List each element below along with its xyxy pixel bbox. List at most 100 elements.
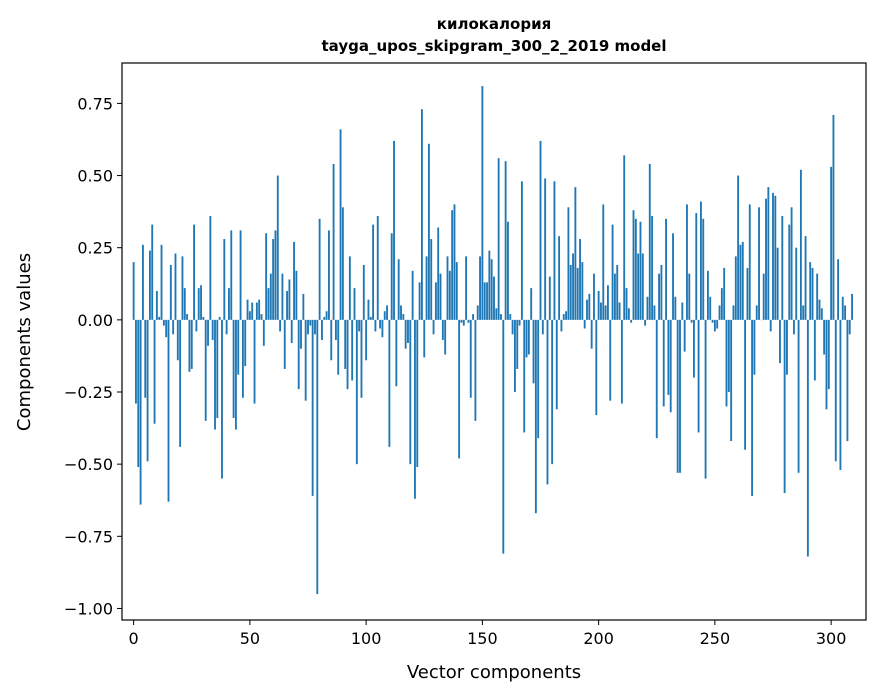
bar	[523, 320, 525, 433]
bar	[328, 230, 330, 319]
bar	[305, 320, 307, 401]
bar	[458, 320, 460, 459]
bar	[684, 320, 686, 352]
bar	[426, 256, 428, 319]
bar	[430, 239, 432, 320]
bar	[286, 291, 288, 320]
bars-group	[133, 86, 853, 594]
bar	[223, 239, 225, 320]
bar	[777, 248, 779, 320]
bar	[144, 320, 146, 398]
y-tick-label: 0.00	[77, 311, 113, 330]
bar	[140, 320, 142, 505]
bar	[184, 288, 186, 320]
bar	[374, 320, 376, 332]
bar	[716, 320, 718, 329]
x-tick-label: 150	[467, 629, 498, 648]
bar	[584, 320, 586, 329]
bar	[451, 210, 453, 320]
bar	[593, 274, 595, 320]
bar	[454, 204, 456, 319]
x-axis-label: Vector components	[407, 662, 581, 683]
bar	[621, 320, 623, 404]
bar	[793, 320, 795, 334]
bar	[607, 285, 609, 320]
bar	[560, 320, 562, 332]
bar	[746, 268, 748, 320]
bar	[663, 320, 665, 407]
bar	[588, 294, 590, 320]
bar	[586, 300, 588, 320]
x-tick-label: 50	[240, 629, 260, 648]
bar	[749, 204, 751, 319]
bar	[368, 300, 370, 320]
bar	[667, 320, 669, 395]
bar	[254, 320, 256, 404]
bar	[326, 311, 328, 320]
x-tick-label: 0	[129, 629, 139, 648]
bar	[798, 320, 800, 473]
bar	[823, 320, 825, 355]
bar	[623, 155, 625, 320]
bar	[549, 277, 551, 320]
bar	[405, 320, 407, 349]
bar	[414, 320, 416, 499]
bar	[660, 265, 662, 320]
bar	[614, 274, 616, 320]
bar	[565, 311, 567, 320]
bar	[233, 320, 235, 418]
bar	[656, 320, 658, 438]
bar	[149, 251, 151, 320]
bar	[816, 274, 818, 320]
bar	[442, 320, 444, 340]
bar	[567, 207, 569, 320]
bar	[619, 303, 621, 320]
bar	[135, 320, 137, 404]
bar	[191, 320, 193, 369]
bar	[521, 181, 523, 320]
bar	[712, 320, 714, 323]
bar	[570, 265, 572, 320]
bar	[251, 303, 253, 320]
bar	[547, 320, 549, 485]
bar	[168, 320, 170, 502]
bar	[219, 317, 221, 320]
chart-title: килокалория	[437, 15, 551, 33]
bar	[421, 109, 423, 320]
bar	[484, 282, 486, 320]
bar	[526, 320, 528, 358]
bar	[216, 320, 218, 418]
bar	[647, 297, 649, 320]
bar	[461, 320, 463, 323]
bar	[642, 253, 644, 319]
bar	[335, 320, 337, 340]
bar	[354, 288, 356, 320]
bar	[558, 236, 560, 320]
bar	[633, 210, 635, 320]
bar	[275, 230, 277, 319]
bar	[263, 320, 265, 346]
bar	[740, 245, 742, 320]
bar	[514, 320, 516, 392]
bar	[277, 176, 279, 320]
bar	[363, 265, 365, 320]
bar	[165, 320, 167, 337]
bar	[851, 294, 853, 320]
bar	[542, 320, 544, 334]
y-tick-label: −0.25	[64, 383, 113, 402]
bar	[544, 178, 546, 319]
bar	[193, 225, 195, 320]
bar	[681, 303, 683, 320]
bar	[154, 320, 156, 424]
bar	[812, 268, 814, 320]
bar	[435, 282, 437, 320]
bar	[493, 277, 495, 320]
bar	[377, 216, 379, 320]
bar	[507, 222, 509, 320]
bar	[214, 320, 216, 430]
bar	[470, 320, 472, 398]
bar	[186, 314, 188, 320]
bar	[309, 320, 311, 326]
bar	[398, 259, 400, 320]
